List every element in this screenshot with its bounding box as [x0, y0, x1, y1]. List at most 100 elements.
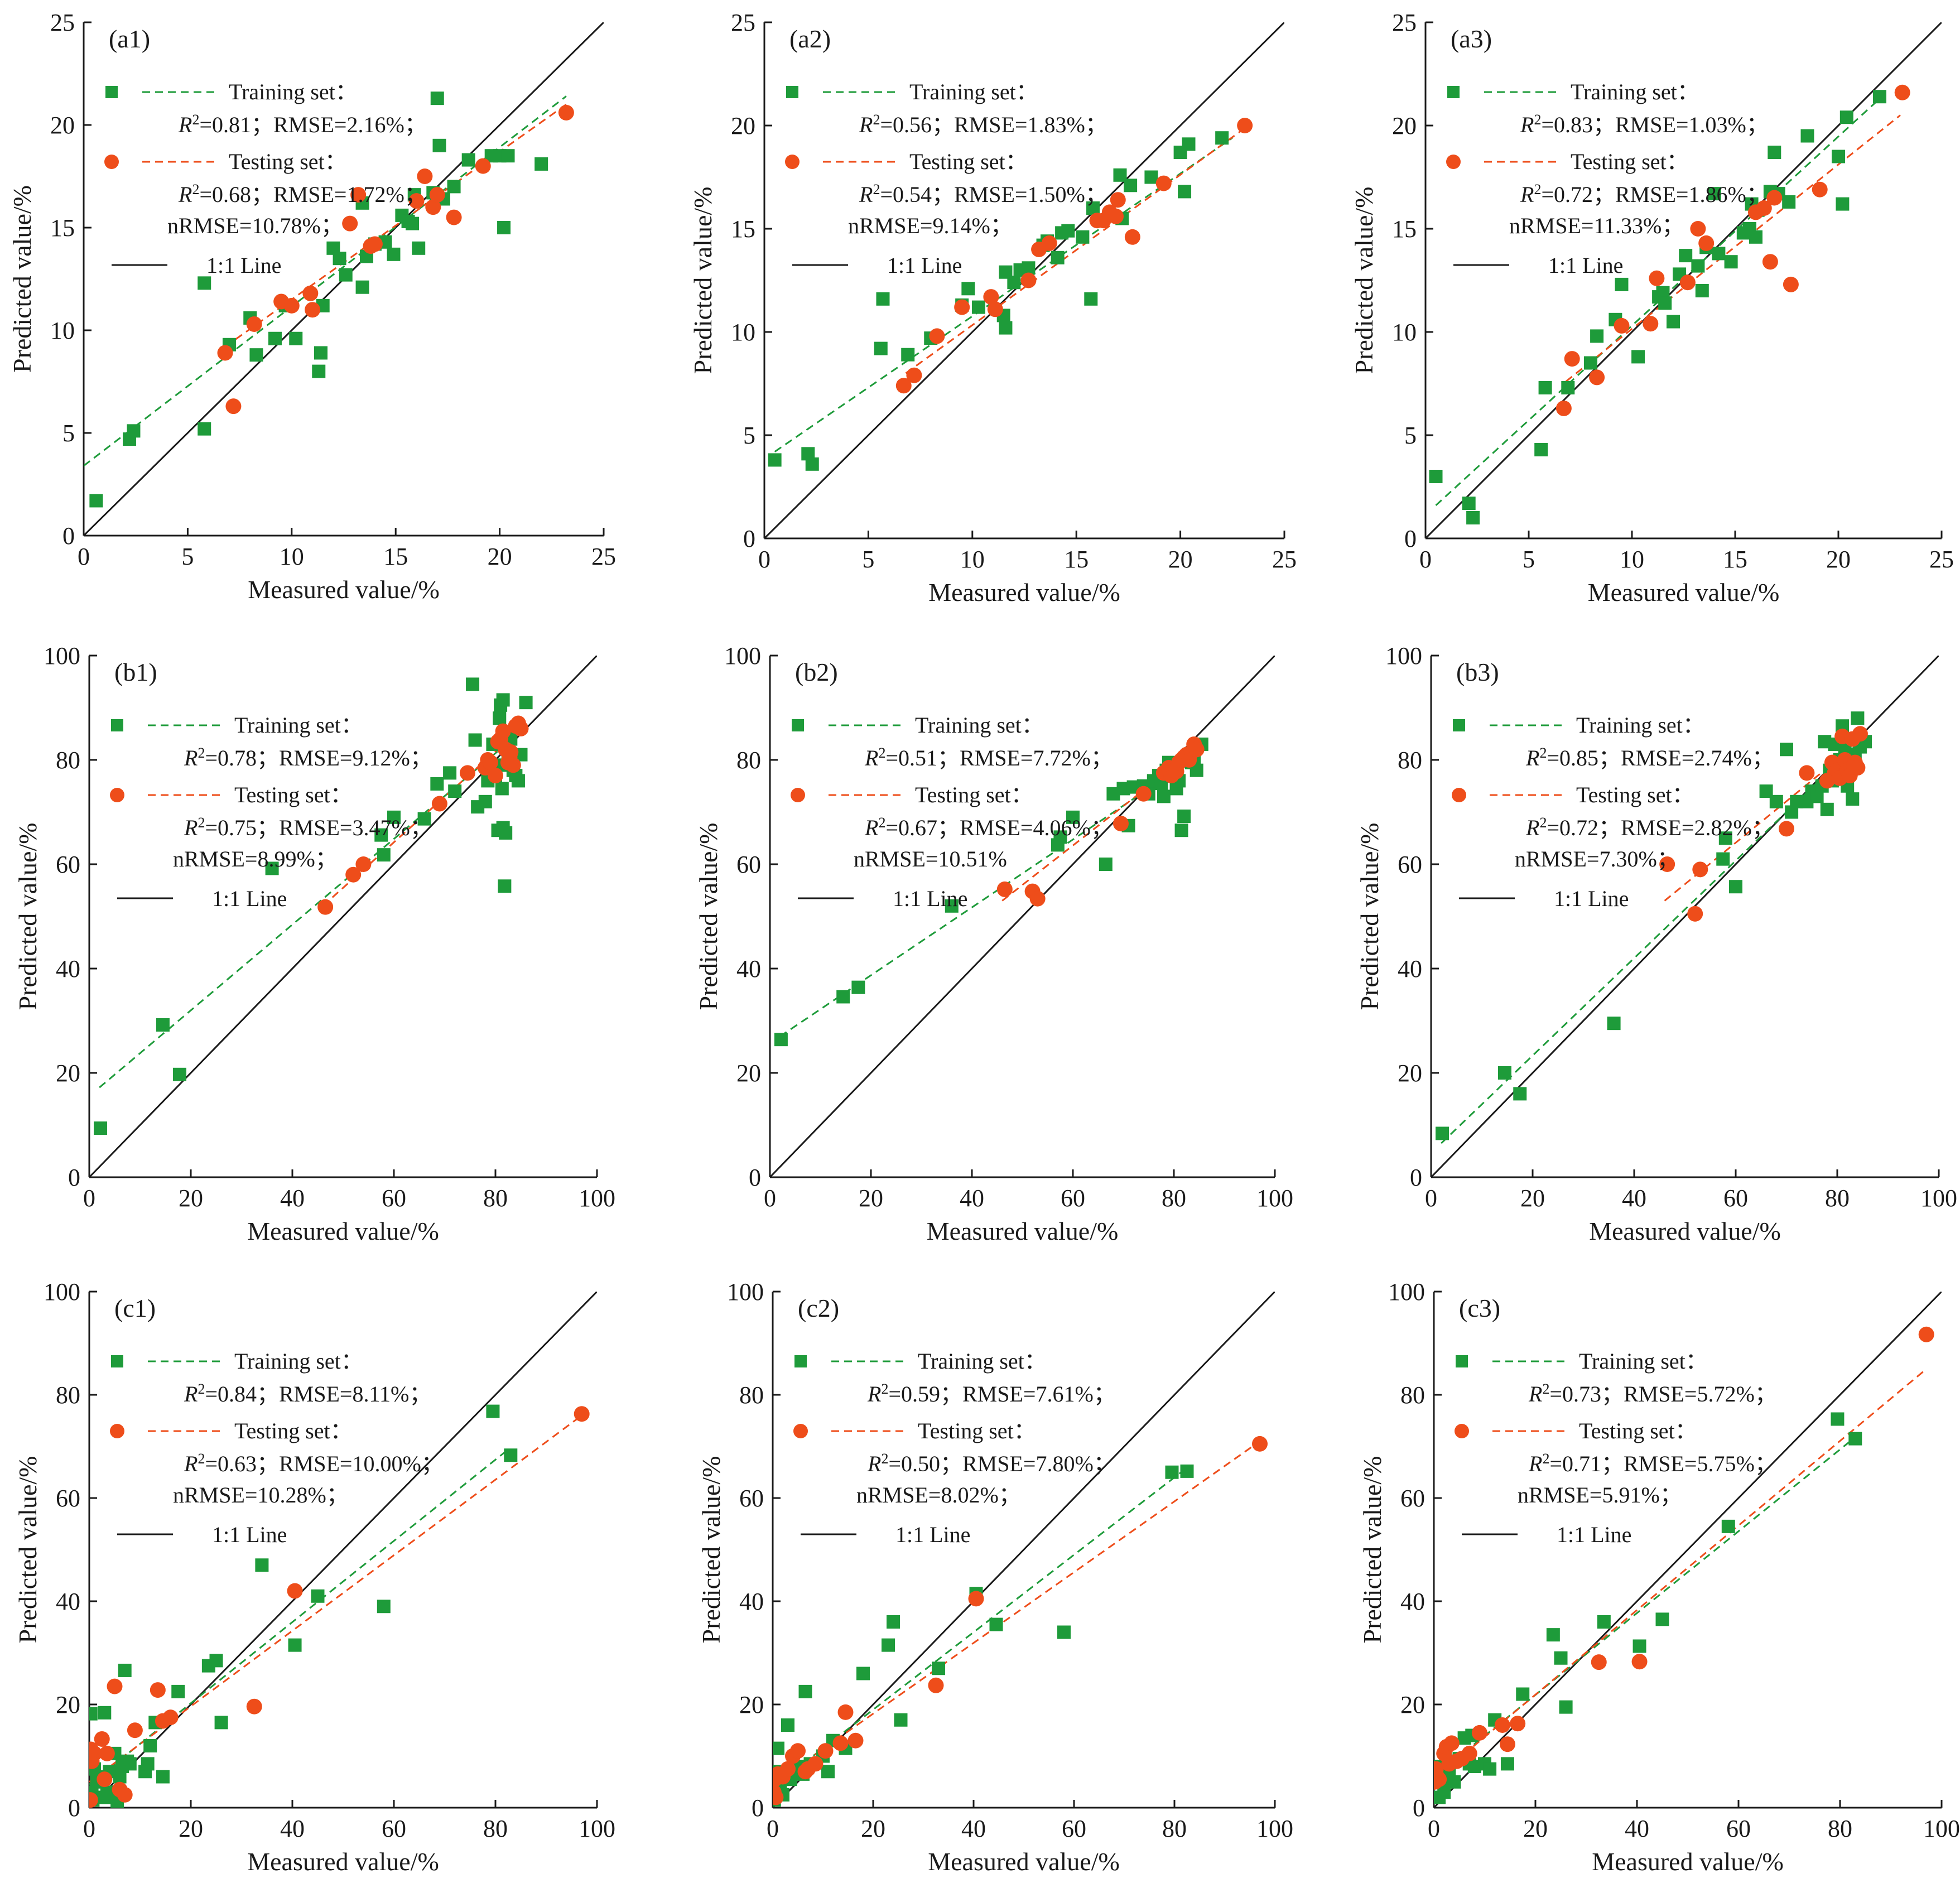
training-point: [288, 1638, 302, 1652]
y-tick-label: 60: [56, 851, 80, 878]
training-point: [1076, 230, 1090, 244]
training-point: [89, 1707, 98, 1721]
y-tick-label: 20: [50, 112, 75, 139]
training-point: [387, 810, 401, 824]
y-tick-label: 10: [50, 317, 75, 344]
legend-testing-label: Testing set：: [915, 782, 1033, 807]
training-point: [1769, 794, 1783, 808]
training-point: [486, 1404, 500, 1418]
y-tick-label: 0: [1413, 1794, 1425, 1822]
training-point: [289, 331, 303, 345]
panel-label: (a2): [789, 25, 831, 53]
testing-point: [1852, 726, 1868, 742]
y-tick-label: 0: [1404, 525, 1417, 552]
legend-training-stats: R2=0.83；RMSE=1.03%；: [1520, 112, 1769, 138]
training-point: [989, 1617, 1003, 1631]
legend-testing-label: Testing set：: [234, 782, 353, 807]
legend-training-label: Training set：: [234, 712, 363, 738]
training-point: [314, 346, 328, 360]
training-point: [1721, 1519, 1735, 1533]
training-point: [1873, 90, 1886, 104]
training-point: [1749, 230, 1762, 244]
training-point: [493, 711, 507, 725]
training-point: [1178, 185, 1192, 199]
legend-testing-marker: [791, 788, 805, 802]
training-point: [496, 693, 510, 707]
legend: (b3) Training set： R2=0.85；RMSE=2.74%； Test…: [1452, 658, 1774, 911]
x-tick-label: 100: [1923, 1815, 1960, 1842]
training-point: [94, 1121, 108, 1135]
x-tick-label: 20: [859, 1184, 883, 1212]
training-point: [1718, 831, 1732, 845]
training-point: [901, 348, 915, 362]
training-point: [141, 1757, 155, 1771]
x-axis-title: Measured value/%: [1588, 578, 1780, 606]
chart-panel: 00 5 5 10 10 15 15 20 20 25 25 Measured value/% Pred…: [688, 9, 1297, 606]
testing-point: [97, 1771, 113, 1788]
training-point: [333, 252, 346, 266]
testing-point: [1041, 235, 1057, 251]
testing-point: [283, 297, 300, 314]
legend-training-label: Training set：: [229, 79, 358, 104]
testing-point: [1124, 229, 1140, 245]
training-point: [1820, 802, 1834, 816]
legend-training-label: Training set：: [909, 79, 1038, 104]
training-point: [1157, 789, 1171, 803]
legend: (a2) Training set： R2=0.56；RMSE=1.83%； Test…: [785, 25, 1107, 278]
y-tick-label: 15: [731, 215, 755, 243]
testing-point: [895, 378, 912, 394]
testing-point: [482, 754, 498, 770]
training-point: [1716, 852, 1730, 866]
training-point: [430, 91, 444, 105]
legend-nrmse: nRMSE=10.51%: [854, 846, 1007, 871]
training-point: [1615, 277, 1629, 291]
testing-point: [1461, 1745, 1477, 1761]
training-point: [1462, 497, 1476, 511]
testing-point: [305, 302, 321, 318]
x-tick-label: 40: [961, 1815, 986, 1842]
y-tick-label: 5: [1404, 422, 1417, 449]
testing-point: [513, 720, 529, 736]
y-tick-label: 15: [50, 214, 75, 242]
legend-training-stats: R2=0.84；RMSE=8.11%；: [184, 1381, 431, 1407]
testing-point: [928, 1677, 944, 1693]
x-tick-label: 0: [1419, 546, 1432, 573]
testing-point: [1443, 1735, 1460, 1751]
x-tick-label: 20: [488, 543, 512, 570]
x-tick-label: 60: [382, 1815, 406, 1842]
panel-label: (b2): [795, 658, 838, 686]
testing-point: [1614, 317, 1630, 334]
training-point: [773, 1741, 784, 1755]
x-tick-label: 60: [1726, 1815, 1751, 1842]
training-point: [374, 828, 388, 842]
legend-training-marker: [111, 719, 123, 731]
y-tick-label: 80: [56, 1381, 80, 1409]
x-tick-label: 15: [1064, 546, 1089, 573]
training-point: [198, 422, 211, 436]
training-point: [123, 1757, 137, 1771]
plot-area: [1431, 656, 1939, 1177]
training-point: [1559, 1700, 1573, 1714]
testing-point: [1631, 1654, 1648, 1670]
training-point: [1831, 1412, 1845, 1426]
x-tick-label: 0: [764, 1184, 776, 1212]
training-point: [1658, 296, 1672, 310]
legend-nrmse: nRMSE=11.33%；: [1509, 213, 1684, 238]
training-point: [468, 733, 482, 747]
legend-training-stats: R2=0.78；RMSE=9.12%；: [184, 745, 432, 771]
training-point: [774, 1033, 788, 1047]
y-tick-label: 5: [62, 420, 75, 447]
testing-point: [1779, 821, 1794, 837]
training-point: [1053, 830, 1067, 844]
legend-testing-stats: R2=0.72；RMSE=1.86%；: [1520, 181, 1769, 208]
chart-panel: 00 20 20 40 40 60 60 80 80 100 100 Measured value/%…: [694, 642, 1293, 1245]
training-point: [1590, 329, 1604, 343]
legend-testing-marker: [1446, 155, 1461, 169]
chart-panel: 00 20 20 40 40 60 60 80 80 100 100 Measured value/%…: [13, 642, 615, 1245]
training-point: [406, 216, 420, 230]
x-tick-label: 40: [280, 1815, 305, 1842]
x-tick-label: 20: [179, 1815, 203, 1842]
x-axis-title: Measured value/%: [1589, 1217, 1781, 1245]
x-tick-label: 20: [1523, 1815, 1548, 1842]
training-point: [1086, 201, 1100, 215]
